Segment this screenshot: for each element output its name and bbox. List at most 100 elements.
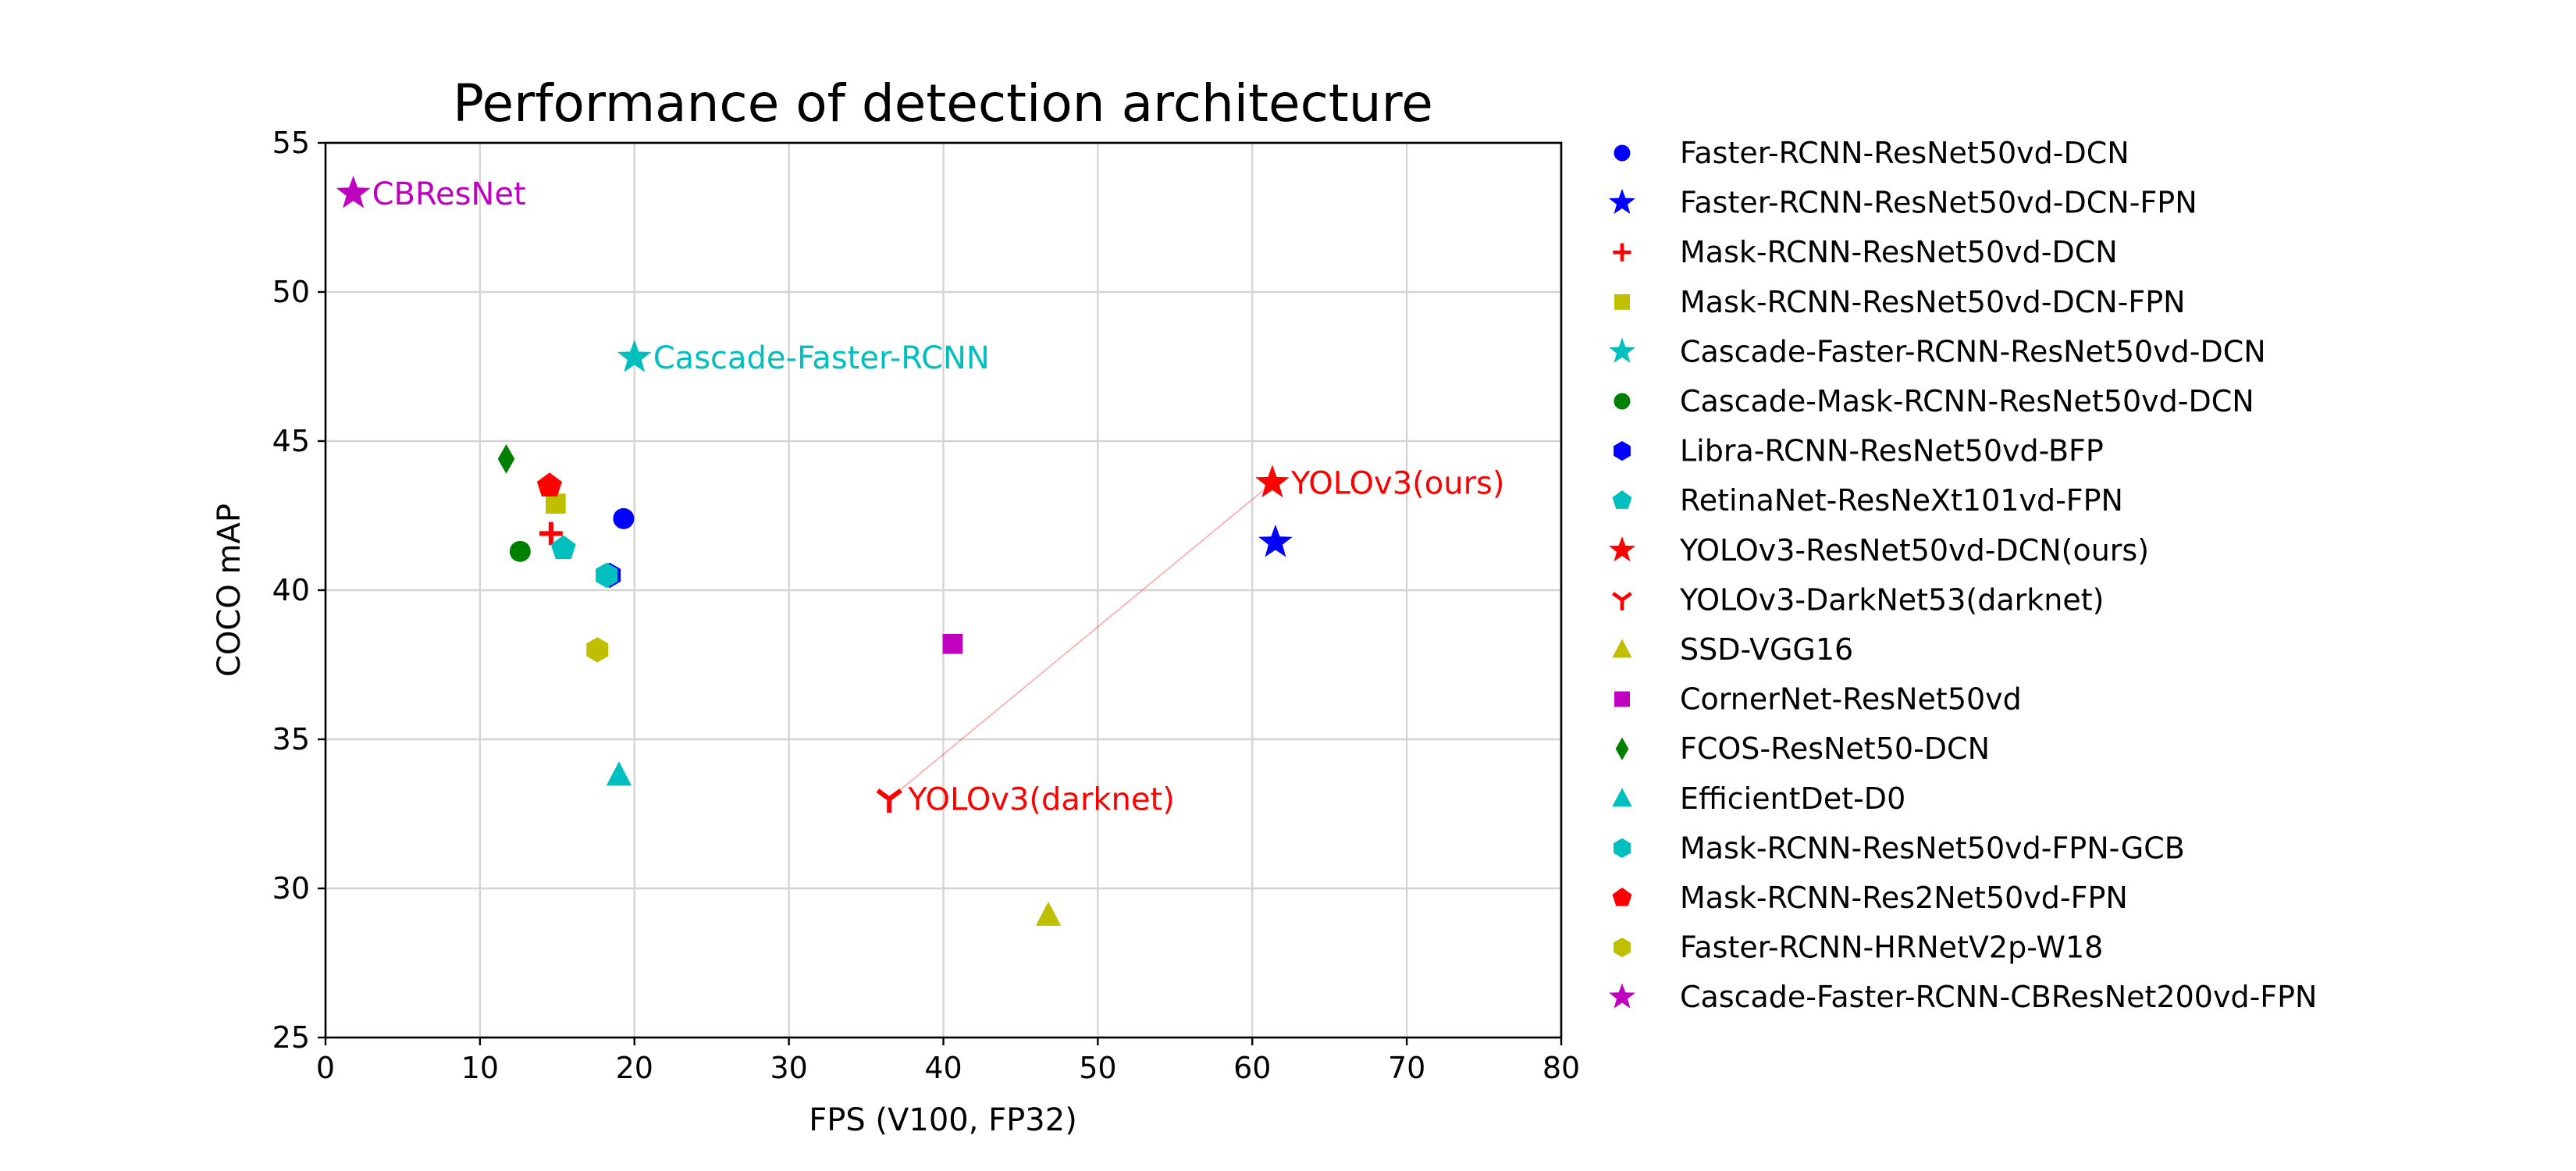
data-point-mask-rcnn-resnet50vd-fpn-gcb	[596, 562, 618, 589]
legend-item: Faster-RCNN-HRNetV2p-W18	[1614, 931, 2103, 965]
legend-marker	[1609, 188, 1635, 215]
legend-item: EfficientDet-D0	[1612, 781, 1905, 816]
legend-item: Faster-RCNN-ResNet50vd-DCN	[1614, 136, 2129, 170]
legend-marker	[1614, 838, 1631, 858]
legend-marker	[1614, 691, 1630, 707]
legend-label: FCOS-ResNet50-DCN	[1680, 731, 1990, 766]
y-tick-label: 55	[272, 126, 310, 160]
legend-marker	[1614, 441, 1631, 461]
legend-label: Mask-RCNN-ResNet50vd-FPN-GCB	[1680, 831, 2185, 865]
legend-marker	[1614, 144, 1631, 162]
connector-layer	[888, 482, 1273, 800]
x-tick-label: 40	[924, 1051, 962, 1085]
legend-label: EfficientDet-D0	[1680, 781, 1905, 816]
legend-item: Faster-RCNN-ResNet50vd-DCN-FPN	[1609, 186, 2197, 220]
x-tick-label: 30	[770, 1051, 807, 1085]
x-tick-label: 20	[616, 1051, 653, 1085]
x-tick-label: 0	[316, 1051, 335, 1085]
x-tick-label: 10	[461, 1051, 499, 1085]
legend-label: SSD-VGG16	[1680, 632, 1853, 667]
legend-marker	[1609, 337, 1635, 363]
data-point-faster-rcnn-resnet50vd-dcn-fpn	[1258, 524, 1293, 557]
legend-item: Mask-RCNN-ResNet50vd-FPN-GCB	[1614, 831, 2185, 865]
legend-item: Cascade-Mask-RCNN-ResNet50vd-DCN	[1614, 384, 2254, 418]
x-tick-label: 50	[1079, 1051, 1116, 1085]
legend-marker	[1613, 243, 1631, 262]
legend-label: Faster-RCNN-ResNet50vd-DCN	[1680, 136, 2129, 170]
legend-marker	[1612, 490, 1632, 509]
data-point-cascade-faster-rcnn-cbresnet200vd-fpn	[336, 175, 371, 208]
legend-label: Faster-RCNN-ResNet50vd-DCN-FPN	[1680, 186, 2197, 220]
legend-marker	[1609, 536, 1635, 562]
x-tick-label: 60	[1233, 1051, 1271, 1085]
y-tick-label: 35	[272, 722, 310, 756]
legend-item: Libra-RCNN-ResNet50vd-BFP	[1614, 434, 2104, 468]
legend-label: RetinaNet-ResNeXt101vd-FPN	[1680, 483, 2123, 518]
x-axis-ticks: 0 10 20 30 40 50 60 70 80	[316, 1038, 1580, 1085]
legend-label: Mask-RCNN-ResNet50vd-DCN	[1680, 235, 2118, 269]
legend-label: Faster-RCNN-HRNetV2p-W18	[1680, 931, 2103, 965]
data-point-ssd-vgg16	[1035, 901, 1062, 926]
connector-line	[888, 482, 1273, 800]
y-tick-label: 45	[272, 424, 310, 458]
legend-marker	[1614, 938, 1631, 958]
data-point-yolov3-resnet50vd-dcn-ours	[1255, 464, 1290, 498]
x-tick-label: 80	[1542, 1051, 1580, 1085]
chart-title: Performance of detection architecture	[453, 73, 1433, 133]
y-tick-label: 40	[272, 573, 310, 607]
point-annotations: CBResNet Cascade-Faster-RCNN YOLOv3(ours) Y…	[372, 176, 1505, 817]
data-point-cascade-faster-rcnn-resnet50vd-dcn	[617, 340, 652, 372]
legend-marker	[1612, 592, 1632, 611]
y-tick-label: 30	[272, 871, 310, 906]
legend-label: YOLOv3-ResNet50vd-DCN(ours)	[1679, 533, 2149, 568]
data-point-fcos-resnet50-dcn	[497, 444, 515, 474]
legend-item: Mask-RCNN-ResNet50vd-DCN	[1613, 235, 2118, 269]
annotation-label: YOLOv3(darknet)	[907, 781, 1175, 817]
legend-marker	[1612, 788, 1632, 807]
legend-marker	[1615, 737, 1629, 760]
data-point-cascade-mask-rcnn-resnet50vd-dcn	[509, 540, 531, 562]
legend-item: CornerNet-ResNet50vd	[1614, 682, 2022, 717]
y-tick-label: 25	[272, 1020, 310, 1055]
data-point-cornernet-resnet50vd	[942, 633, 963, 654]
legend-item: YOLOv3-DarkNet53(darknet)	[1612, 582, 2104, 617]
legend-label: YOLOv3-DarkNet53(darknet)	[1679, 582, 2104, 617]
legend-item: YOLOv3-ResNet50vd-DCN(ours)	[1609, 533, 2149, 568]
legend-marker	[1614, 294, 1630, 310]
grid-lines	[324, 141, 1563, 1039]
legend-marker	[1612, 887, 1632, 906]
legend-item: Mask-RCNN-Res2Net50vd-FPN	[1612, 881, 2128, 915]
y-tick-label: 50	[272, 275, 310, 309]
legend: Faster-RCNN-ResNet50vd-DCN Faster-RCNN-Re…	[1609, 136, 2317, 1014]
data-point-faster-rcnn-hrnetv2p-w18	[586, 637, 609, 663]
legend-item: Cascade-Faster-RCNN-ResNet50vd-DCN	[1609, 334, 2266, 368]
legend-label: Libra-RCNN-ResNet50vd-BFP	[1680, 434, 2104, 468]
legend-item: FCOS-ResNet50-DCN	[1615, 731, 1990, 766]
data-point-faster-rcnn-resnet50vd-dcn	[613, 507, 635, 529]
legend-item: RetinaNet-ResNeXt101vd-FPN	[1612, 483, 2123, 518]
legend-item: SSD-VGG16	[1612, 632, 1853, 667]
legend-marker	[1612, 639, 1632, 658]
annotation-label: Cascade-Faster-RCNN	[653, 340, 990, 376]
data-points	[336, 175, 1293, 926]
legend-label: Cascade-Mask-RCNN-ResNet50vd-DCN	[1680, 384, 2254, 418]
annotation-label: CBResNet	[372, 176, 526, 212]
annotation-label: YOLOv3(ours)	[1290, 465, 1505, 501]
legend-label: Mask-RCNN-ResNet50vd-DCN-FPN	[1680, 285, 2186, 319]
data-point-mask-rcnn-resnet50vd-dcn-fpn	[546, 493, 566, 514]
data-point-mask-rcnn-res2net50vd-fpn	[536, 472, 562, 497]
data-point-retinanet-resnext101vd-fpn	[550, 535, 576, 560]
legend-marker	[1609, 983, 1635, 1009]
legend-marker	[1614, 393, 1631, 410]
legend-label: Cascade-Faster-RCNN-ResNet50vd-DCN	[1680, 334, 2266, 368]
y-axis-ticks: 25 30 35 40 45 50 55	[272, 126, 326, 1055]
legend-label: Mask-RCNN-Res2Net50vd-FPN	[1680, 881, 2128, 915]
data-point-mask-rcnn-resnet50vd-dcn	[539, 521, 563, 546]
data-point-efficientdet-d0	[606, 761, 632, 786]
y-axis-title: COCO mAP	[212, 504, 247, 677]
legend-label: Cascade-Faster-RCNN-CBResNet200vd-FPN	[1680, 980, 2317, 1014]
x-axis-title: FPS (V100, FP32)	[809, 1102, 1077, 1138]
legend-item: Mask-RCNN-ResNet50vd-DCN-FPN	[1614, 285, 2186, 319]
legend-label: CornerNet-ResNet50vd	[1680, 682, 2022, 717]
